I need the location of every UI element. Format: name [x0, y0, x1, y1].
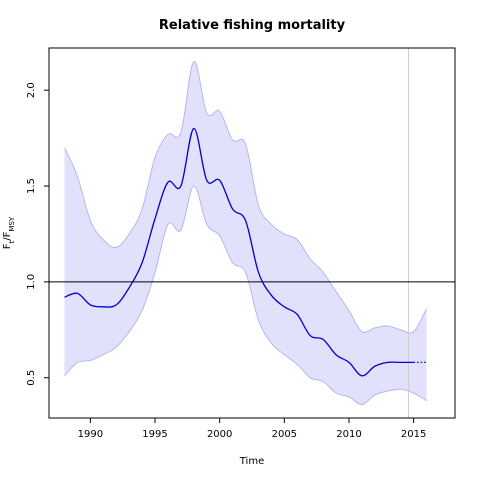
- plot-frame: [48, 47, 456, 419]
- y-label-sep: /F: [2, 231, 13, 240]
- x-axis-ticks: 1990 1995 2000 2005 2010 2015: [78, 418, 426, 440]
- lower-bound-line: [64, 185, 427, 405]
- x-tick-label: 2010: [336, 429, 361, 440]
- x-tick-label: 1995: [142, 429, 167, 440]
- y-tick-label: 1.5: [26, 178, 37, 194]
- x-tick-label: 2000: [207, 429, 232, 440]
- plot-area: [49, 48, 455, 418]
- y-axis-label: Ft/FMSY: [2, 216, 16, 249]
- y-label-denom-sub: MSY: [8, 216, 16, 231]
- chart-title: Relative fishing mortality: [159, 18, 346, 33]
- y-label-main-sub: t: [8, 240, 16, 243]
- confidence-band: [64, 61, 427, 405]
- y-tick-label: 1.0: [26, 274, 37, 290]
- x-axis-label: Time: [239, 456, 264, 467]
- upper-bound-line: [64, 61, 427, 334]
- estimate-line: [64, 127, 414, 377]
- x-tick-label: 1990: [78, 429, 103, 440]
- y-axis-ticks: 0.5 1.0 1.5 2.0: [26, 82, 49, 386]
- y-label-main: F: [2, 243, 13, 249]
- x-tick-label: 2005: [272, 429, 297, 440]
- y-tick-label: 0.5: [26, 370, 37, 386]
- x-tick-label: 2015: [401, 429, 426, 440]
- y-tick-label: 2.0: [26, 82, 37, 98]
